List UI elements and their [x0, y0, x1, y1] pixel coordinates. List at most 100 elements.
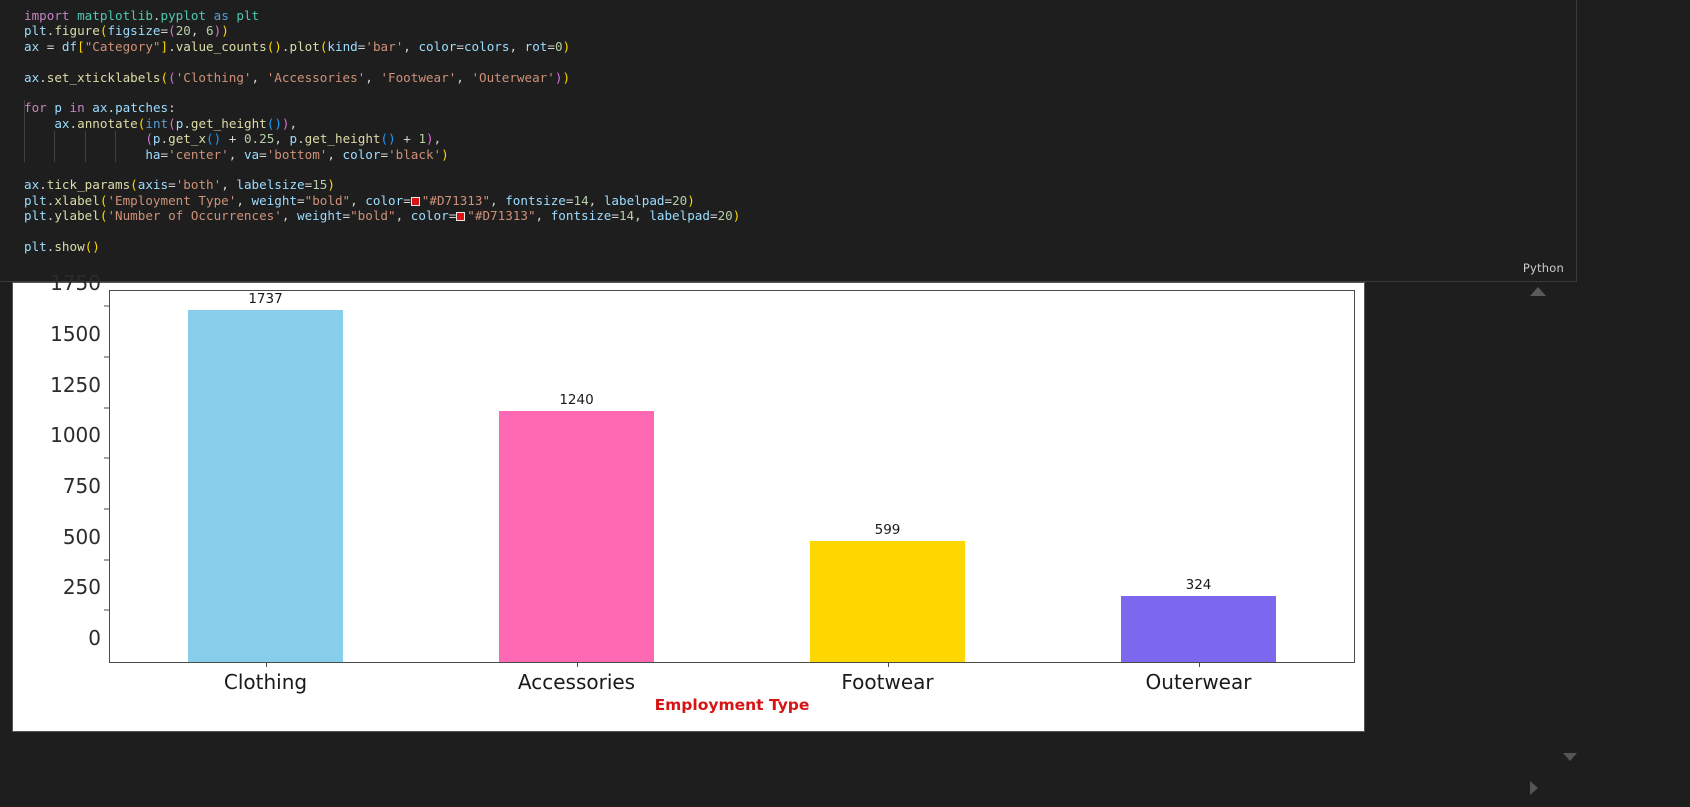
- code-line[interactable]: ax.tick_params(axis='both', labelsize=15…: [0, 177, 1576, 192]
- indent-guide: [24, 131, 25, 147]
- code-token: plt: [24, 208, 47, 224]
- code-token: 20: [175, 23, 191, 39]
- scroll-right-indicator[interactable]: [1530, 781, 1538, 795]
- code-line[interactable]: ha='center', va='bottom', color='black'): [0, 146, 1576, 163]
- x-tick-label: Accessories: [517, 670, 636, 694]
- code-token: .: [183, 115, 191, 131]
- y-tick-label: 500: [62, 524, 101, 549]
- code-token: labelsize: [236, 177, 305, 193]
- chart-plot-area: 0 250 500 750 1000 1250 1500 1750 1737 Clothing 1…: [50, 271, 1355, 694]
- code-token: ,: [588, 192, 604, 208]
- code-token: "#D71313": [421, 192, 491, 208]
- code-lines[interactable]: import matplotlib.pyplot as plt plt.figur…: [0, 8, 1576, 254]
- code-token: =: [357, 38, 366, 54]
- code-token: 'Footwear': [380, 69, 457, 85]
- code-token: plt: [24, 239, 47, 255]
- code-token: ): [281, 115, 290, 131]
- code-token: ax: [54, 115, 70, 131]
- code-token: ): [562, 69, 571, 85]
- code-line[interactable]: plt.show(): [0, 239, 1576, 254]
- code-line[interactable]: [0, 85, 1576, 100]
- code-line[interactable]: [0, 224, 1576, 239]
- code-line[interactable]: (p.get_x() + 0.25, p.get_height() + 1),: [0, 131, 1576, 147]
- code-token: "#D71313": [467, 208, 536, 224]
- code-token: annotate: [77, 115, 138, 131]
- code-line[interactable]: plt.xlabel('Employment Type', weight="bo…: [0, 193, 1576, 208]
- code-token: plt: [24, 192, 47, 208]
- code-line[interactable]: [0, 162, 1576, 177]
- code-token: ): [732, 208, 741, 224]
- code-token: (: [206, 131, 214, 147]
- bar-value-label: 324: [1185, 577, 1212, 594]
- code-token: =: [456, 38, 464, 54]
- code-line[interactable]: ax.set_xticklabels(('Clothing', 'Accesso…: [0, 70, 1576, 85]
- code-editor-cell[interactable]: import matplotlib.pyplot as plt plt.figur…: [0, 0, 1577, 282]
- code-token: .: [107, 100, 116, 116]
- indent-guide: [24, 146, 25, 163]
- indent-guide: [114, 131, 116, 147]
- code-token: color: [342, 146, 381, 162]
- cell-output-area: Number of Occurrences 025050075010001250…: [0, 271, 1577, 807]
- code-token: (: [380, 131, 389, 147]
- code-token: ha: [145, 146, 161, 162]
- code-token: ,: [456, 69, 472, 85]
- y-tick-mark: [104, 609, 110, 611]
- indent-guide: [54, 131, 56, 147]
- x-tick-label: Outerwear: [1145, 670, 1252, 694]
- code-token: color: [410, 208, 449, 224]
- scroll-down-indicator[interactable]: [1563, 753, 1577, 761]
- y-tick-mark: [104, 407, 110, 409]
- indent-guide: [84, 146, 86, 163]
- code-token: ,: [251, 69, 267, 85]
- code-token: plt: [236, 8, 260, 23]
- code-token: colors: [463, 38, 510, 54]
- code-line[interactable]: ax.annotate(int(p.get_height()),: [0, 115, 1576, 132]
- chart-x-axis-label: Employment Type: [654, 696, 810, 714]
- code-token: =: [168, 177, 176, 193]
- code-token: (: [145, 131, 153, 147]
- indent-guide: [114, 146, 116, 163]
- code-token: labelpad: [649, 208, 710, 224]
- code-token: .: [281, 38, 290, 54]
- code-token: ,: [509, 38, 525, 54]
- y-tick-mark: [104, 559, 110, 561]
- language-badge[interactable]: Python: [1522, 261, 1564, 275]
- code-token: ax: [92, 100, 108, 116]
- code-token: =: [160, 23, 169, 39]
- code-token: ,: [221, 177, 237, 193]
- y-tick-mark: [104, 305, 110, 307]
- code-token: color: [418, 38, 457, 54]
- code-token: ,: [634, 208, 650, 224]
- code-token: +: [221, 131, 244, 147]
- scroll-up-indicator[interactable]: [1530, 287, 1546, 296]
- code-token: ax: [24, 38, 40, 54]
- code-token: ,: [289, 115, 298, 131]
- code-token: fontsize: [550, 208, 612, 224]
- code-token: 'Employment Type': [107, 192, 237, 208]
- code-token: value_counts: [175, 38, 267, 54]
- chart-bar: 1737 Clothing: [187, 291, 344, 694]
- code-token: ,: [281, 208, 297, 224]
- code-token: ): [213, 23, 222, 39]
- code-token: labelpad: [603, 192, 665, 208]
- y-tick-label: 0: [88, 626, 101, 650]
- code-token: .: [168, 38, 176, 54]
- code-token: ): [426, 131, 434, 147]
- code-token: "Category": [84, 38, 161, 54]
- code-token: =: [259, 146, 267, 162]
- code-token: ): [92, 239, 100, 255]
- inline-color-swatch: [410, 196, 420, 206]
- indent-guide: [84, 131, 86, 147]
- code-token: ]: [160, 38, 169, 54]
- code-line[interactable]: ax = df["Category"].value_counts().plot(…: [0, 39, 1576, 54]
- code-token: int: [145, 115, 169, 131]
- matplotlib-figure: Number of Occurrences 025050075010001250…: [12, 271, 1365, 732]
- x-tick-mark: [1198, 662, 1200, 667]
- code-line[interactable]: plt.figure(figsize=(20, 6)): [0, 23, 1576, 38]
- code-line[interactable]: import matplotlib.pyplot as plt: [0, 8, 1576, 23]
- code-token: (: [266, 115, 275, 131]
- code-line[interactable]: for p in ax.patches:: [0, 100, 1576, 116]
- code-line[interactable]: plt.ylabel('Number of Occurrences', weig…: [0, 208, 1576, 223]
- code-token: ): [554, 69, 563, 85]
- code-line[interactable]: [0, 54, 1576, 69]
